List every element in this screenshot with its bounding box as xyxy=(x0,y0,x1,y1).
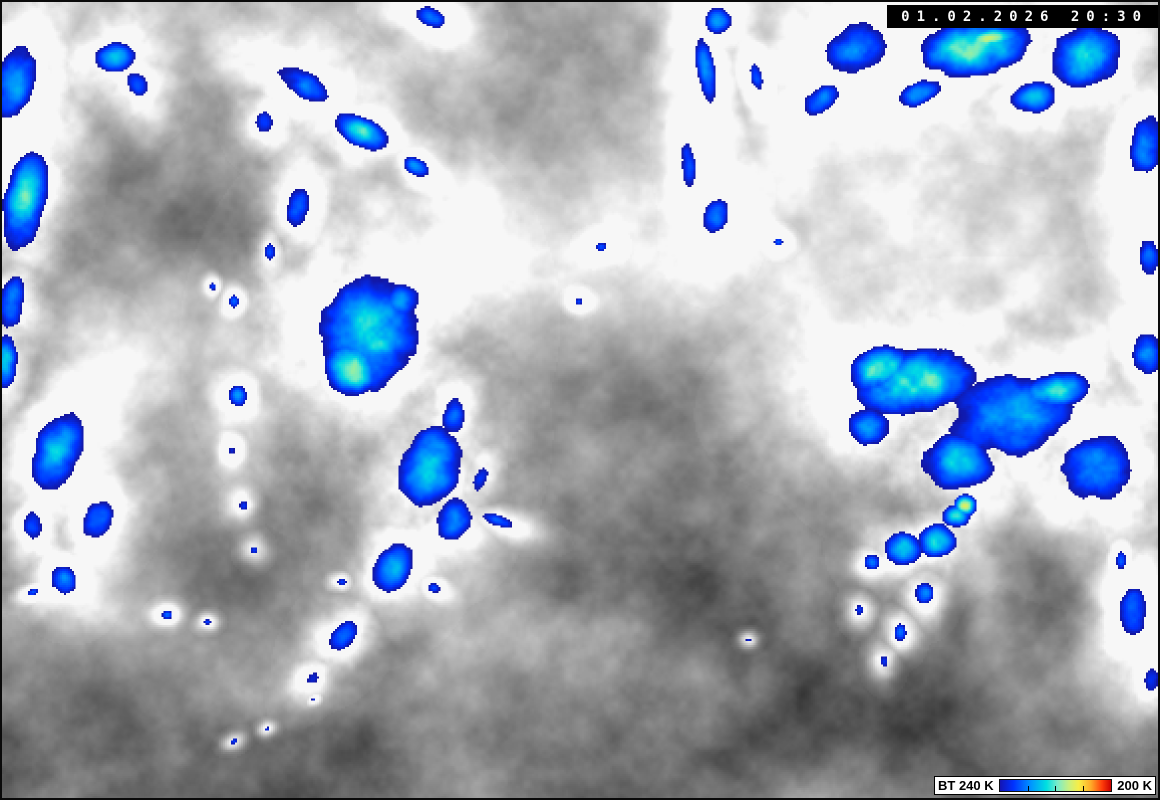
timestamp-overlay: 01.02.2026 20:30 xyxy=(887,5,1158,28)
colorbar-tick xyxy=(1027,786,1029,791)
colorbar-tick xyxy=(1083,786,1085,791)
colorbar-gradient xyxy=(998,779,1113,792)
colorbar-tick xyxy=(1055,786,1057,791)
colorbar-label-left: BT 240 K xyxy=(938,778,994,793)
colorbar-label-right: 200 K xyxy=(1117,778,1152,793)
colorbar: BT 240 K 200 K xyxy=(934,776,1156,795)
